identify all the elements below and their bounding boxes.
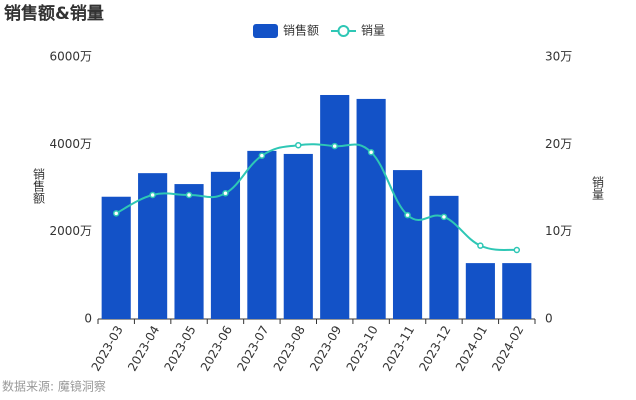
legend-swatch — [337, 25, 350, 37]
line-point — [112, 210, 120, 217]
bar — [283, 153, 313, 319]
line-point — [367, 148, 375, 156]
y2-tick-label: 20万 — [545, 137, 572, 151]
source-note: 数据来源: 魔镜洞察 — [2, 379, 106, 394]
line-point — [440, 213, 448, 221]
bar — [465, 263, 495, 319]
bar — [356, 98, 386, 319]
legend-swatch — [253, 24, 278, 38]
y2-axis-title: 销量 — [591, 176, 605, 200]
y-tick-label: 2000万 — [49, 224, 92, 238]
bar — [392, 170, 423, 319]
x-tick-label: 2023-09 — [307, 323, 344, 373]
chart-title: 销售额&销量 — [4, 3, 104, 24]
x-tick-label: 2024-01 — [453, 323, 490, 373]
y-tick-label: 4000万 — [49, 137, 92, 151]
bar — [101, 196, 131, 319]
line-point — [513, 246, 521, 254]
line-point — [477, 242, 484, 249]
line-point — [149, 191, 156, 199]
y2-tick-label: 30万 — [545, 50, 572, 64]
legend-label: 销量 — [361, 24, 385, 38]
x-tick-label: 2023-07 — [234, 323, 271, 373]
x-tick-label: 2023-03 — [89, 323, 126, 373]
y-tick-label: 0 — [84, 312, 92, 326]
y-tick-label: 6000万 — [49, 50, 92, 64]
legend-label: 销售额 — [283, 23, 319, 38]
line-point — [258, 152, 266, 159]
x-tick-label: 2024-02 — [489, 323, 526, 373]
x-tick-label: 2023-11 — [380, 323, 417, 373]
bar — [320, 94, 350, 320]
y2-tick-label: 10万 — [545, 224, 572, 238]
x-tick-label: 2023-05 — [161, 323, 198, 373]
x-tick-label: 2023-12 — [416, 323, 453, 373]
line-point — [295, 141, 302, 149]
x-tick-label: 2023-10 — [344, 323, 381, 373]
y2-tick-label: 0 — [545, 312, 553, 326]
line-point — [222, 189, 229, 197]
x-tick-label: 2023-08 — [271, 323, 308, 373]
x-tick-label: 2023-06 — [198, 323, 235, 373]
line-point — [185, 191, 193, 199]
bar — [502, 263, 532, 319]
x-tick-label: 2023-04 — [125, 323, 162, 373]
bar — [174, 184, 204, 319]
bar — [247, 150, 277, 319]
line-point — [404, 211, 411, 219]
line-point — [331, 142, 338, 150]
y-axis-title: 销售额 — [32, 168, 46, 205]
